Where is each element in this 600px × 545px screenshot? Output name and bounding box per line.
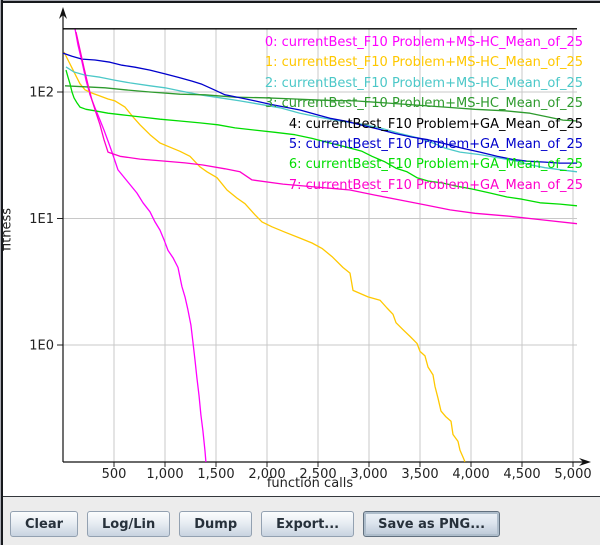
x-tick-label: 1,500 [197, 467, 234, 482]
window-border-left [0, 0, 3, 545]
clear-button[interactable]: Clear [10, 511, 78, 537]
button-toolbar: Clear Log/Lin Dump Export... Save as PNG… [3, 497, 600, 545]
series-line-7 [75, 31, 578, 225]
x-tick-label: 3,000 [350, 467, 387, 482]
x-axis-title: function calls [266, 476, 354, 491]
legend-item: 6: currentBest_F10 Problem+GA_Mean_of_25 [288, 157, 583, 173]
export-button[interactable]: Export... [261, 511, 355, 537]
x-tick-label: 4,000 [452, 467, 489, 482]
window-border-top [0, 0, 600, 3]
x-tick-label: 2,000 [248, 467, 285, 482]
x-tick-label: 500 [102, 467, 127, 482]
plot-panel [3, 3, 600, 497]
log-lin-button[interactable]: Log/Lin [87, 511, 171, 537]
save-as-png-button[interactable]: Save as PNG... [363, 511, 501, 537]
dump-button[interactable]: Dump [179, 511, 253, 537]
legend-item: 1: currentBest_F10 Problem+MS-HC_Mean_of… [264, 55, 583, 71]
series-line-2 [65, 66, 578, 173]
legend-item: 0: currentBest_F10 Problem+MS-HC_Mean_of… [264, 35, 583, 50]
series-line-1 [63, 51, 466, 463]
series-line-6 [65, 69, 578, 207]
legend-item: 2: currentBest_F10 Problem+MS-HC_Mean_of… [264, 75, 583, 91]
y-tick-label: 1E1 [29, 212, 54, 227]
fitness-chart: 500 1,000 1,500 2,000 2,500 3,000 3,500 4,000 4,… [29, 7, 592, 482]
x-tick-label: 3,500 [401, 467, 438, 482]
y-tick-label: 1E0 [29, 339, 54, 354]
legend-item: 3: currentBest_F10 Problem+MS-HC_Mean_of… [264, 96, 583, 112]
x-tick-label: 1,000 [146, 467, 183, 482]
y-axis-arrow [59, 7, 67, 19]
x-tick-label: 5,000 [554, 467, 591, 482]
y-tick-label: 1E2 [29, 86, 54, 101]
legend-item: 7: currentBest_F10 Problem+GA_Mean_of_25 [288, 177, 583, 193]
x-axis-arrow [579, 458, 591, 466]
chart-legend: 0: currentBest_F10 Problem+MS-HC_Mean_of… [265, 33, 583, 196]
series-line-5 [62, 52, 577, 164]
x-tick-label: 4,500 [503, 467, 540, 482]
series-line-0 [74, 28, 207, 462]
legend-item: 5: currentBest_F10 Problem+GA_Mean_of_25 [288, 137, 583, 153]
x-tick-label: 2,500 [299, 467, 336, 482]
series-line-3 [64, 85, 578, 122]
legend-item: 4: currentBest_F10 Problem+GA_Mean_of_25 [288, 116, 583, 132]
